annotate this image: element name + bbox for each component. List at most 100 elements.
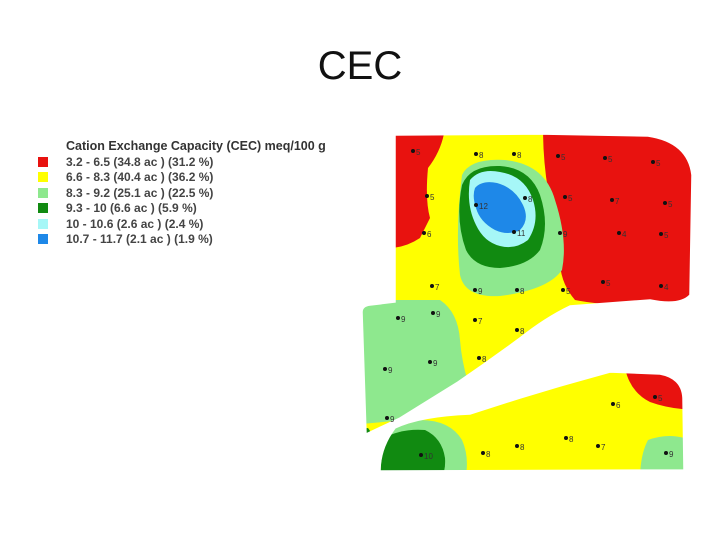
sample-point-label: 4 [622,230,627,239]
sample-point-dot [563,195,567,199]
sample-point-dot [385,416,389,420]
sample-point: 8 [523,195,533,204]
legend-item: 8.3 - 9.2 (25.1 ac ) (22.5 %) [38,185,326,201]
sample-point: 8 [477,355,487,364]
sample-point: 9 [431,310,441,319]
sample-point-label: 9 [390,415,395,424]
sample-point-dot [556,154,560,158]
sample-point-label: 7 [478,317,483,326]
sample-point-label: 7 [601,443,606,452]
legend-label: 6.6 - 8.3 (40.4 ac ) (36.2 %) [66,170,214,185]
sample-point-dot [659,232,663,236]
sample-point: 7 [610,197,620,206]
legend-swatch-dark-green [38,203,48,214]
zone-red [543,134,692,306]
legend-title: Cation Exchange Capacity (CEC) meq/100 g [66,139,326,153]
sample-point-label: 11 [517,229,526,238]
sample-point-dot [411,149,415,153]
sample-point: 5 [601,279,611,288]
sample-point: 9 [428,359,438,368]
legend-swatch-blue [38,234,48,245]
sample-point-dot [523,196,527,200]
sample-point-label: 9 [433,359,438,368]
sample-point: 8 [564,435,574,444]
sample-point-label: 5 [668,200,673,209]
sample-point-label: 9 [669,450,674,459]
sample-point: 6 [422,230,432,239]
sample-point-label: 5 [561,153,566,162]
legend-item: 6.6 - 8.3 (40.4 ac ) (36.2 %) [38,170,326,186]
map-legend: Cation Exchange Capacity (CEC) meq/100 g… [38,138,326,247]
sample-point-dot [611,402,615,406]
sample-point-dot [558,231,562,235]
legend-label: 3.2 - 6.5 (34.8 ac ) (31.2 %) [66,154,214,169]
legend-label: 10.7 - 11.7 (2.1 ac ) (1.9 %) [66,232,213,247]
sample-point-label: 7 [615,197,620,206]
sample-point: 5 [411,148,421,157]
sample-point-dot [603,156,607,160]
sample-point-label: 10 [424,452,433,461]
sample-point: 8 [512,151,522,160]
sample-point-label: 8 [528,195,533,204]
sample-point: 5 [563,194,573,203]
sample-point-dot [601,280,605,284]
sample-point-dot [474,152,478,156]
sample-point-label: 7 [435,283,440,292]
sample-point-dot [512,230,516,234]
zone-light-green [640,436,690,471]
sample-point-dot [610,198,614,202]
sample-point-label: 5 [430,193,435,202]
legend-item: 10 - 10.6 (2.6 ac ) (2.4 %) [38,216,326,232]
sample-point-dot [663,201,667,205]
sample-point: 7 [430,283,440,292]
slide-title: CEC [317,44,403,88]
sample-point: 8 [515,443,525,452]
sample-point-label: 5 [664,231,669,240]
sample-point: 7 [473,317,483,326]
legend-label: 9.3 - 10 (6.6 ac ) (5.9 %) [66,201,197,216]
legend-swatch-light-green [38,187,48,198]
sample-point-dot [396,316,400,320]
legend-item: 10.7 - 11.7 (2.1 ac ) (1.9 %) [38,232,326,248]
sample-point-label: 6 [616,401,621,410]
sample-point-label: 5 [658,394,663,403]
sample-point-dot [664,451,668,455]
sample-point-label: 9 [478,287,483,296]
sample-point-label: 5 [568,194,573,203]
sample-point: 8 [515,327,525,336]
sample-point-label: 8 [482,355,487,364]
sample-point-label: 5 [606,279,611,288]
sample-point: 4 [617,230,627,239]
sample-point: 5 [653,394,663,403]
zone-light-green [362,300,470,425]
sample-point-label: 9 [563,230,568,239]
legend-swatch-red [38,156,48,167]
legend-item: 9.3 - 10 (6.6 ac ) (5.9 %) [38,201,326,217]
sample-point-dot [477,356,481,360]
sample-point-dot [651,160,655,164]
sample-point-label: 5 [656,159,661,168]
zone-dark-green [380,429,446,471]
sample-point-label: 4 [664,283,669,292]
sample-point-dot [419,453,423,457]
sample-point: 8 [481,450,491,459]
sample-point-label: 8 [520,287,525,296]
sample-point: 5 [651,159,661,168]
sample-point-label: 9 [401,315,406,324]
field-boundary-north [361,133,693,436]
legend-item: 3.2 - 6.5 (34.8 ac ) (31.2 %) [38,154,326,170]
sample-point-dot [473,318,477,322]
legend-swatch-cyan [38,218,48,229]
cec-zones [362,134,692,471]
sample-point: 5 [659,231,669,240]
sample-point-dot [428,360,432,364]
sample-point: 7 [596,443,606,452]
sample-point-dot [515,444,519,448]
sample-point-dot [422,231,426,235]
sample-point-label: 8 [569,435,574,444]
sample-points: 5 8 8 5 5 5 5 12 8 5 7 5 6 11 9 4 5 7 9 8 5 5 4 9 9 7 8 9 9 8 9 6 5 10 8 8 8… [383,148,674,461]
sample-point-label: 8 [520,443,525,452]
sample-point-label: 6 [427,230,432,239]
sample-point-dot [653,395,657,399]
sample-point-dot [425,194,429,198]
